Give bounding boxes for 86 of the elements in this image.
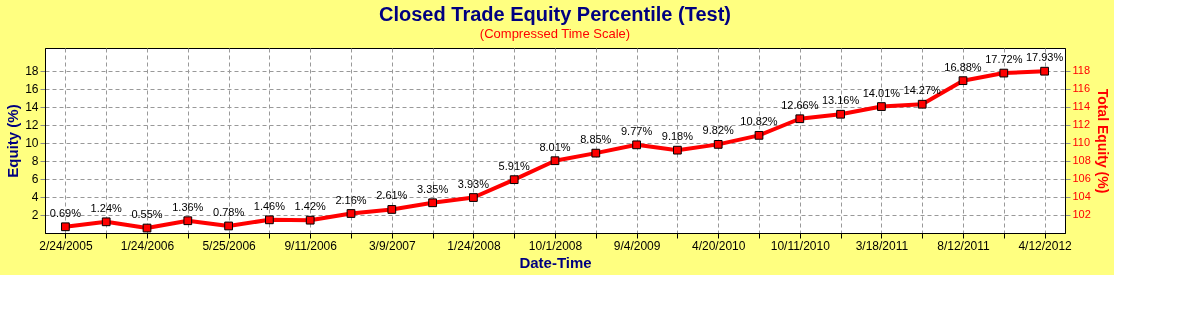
text: 1.36% [172, 200, 204, 213]
x-tick-label: 1/24/2006 [120, 238, 175, 253]
text: 17.72% [985, 53, 1023, 66]
text: 14.27% [903, 84, 941, 97]
point [877, 102, 886, 111]
point [428, 198, 437, 208]
text: 1.24% [90, 201, 122, 214]
x-tick-label: 4/20/2010 [692, 238, 746, 253]
text: 9.18% [661, 130, 693, 143]
text: 9.82% [702, 124, 734, 137]
text: 9.77% [621, 124, 653, 137]
x-tick-label: 5/25/2006 [202, 238, 257, 253]
chart-title: Closed Trade Equity Percentile (Test) [379, 3, 731, 26]
y2-tick-label: 118 [1072, 64, 1091, 77]
y2-axis-title: Total Equity (%) [1094, 88, 1111, 194]
x-tick-label: 1/24/2008 [447, 238, 501, 253]
text: 0.69% [49, 206, 81, 219]
y2-tick-label: 114 [1072, 100, 1091, 113]
point [958, 76, 968, 86]
y-tick-label: 18 [25, 64, 39, 79]
text: 12.66% [781, 98, 819, 111]
text: 14.01% [862, 86, 901, 99]
y2-tick-label: 116 [1072, 82, 1091, 95]
point [591, 148, 601, 158]
point [346, 209, 356, 218]
point [61, 222, 70, 232]
y-tick-label: 8 [31, 154, 39, 169]
y2-tick-label: 108 [1072, 154, 1091, 167]
y-tick-label: 2 [31, 208, 39, 223]
text: 1.42% [294, 200, 326, 213]
x-axis-title: Date-Time [519, 253, 592, 271]
y2-tick-label: 102 [1072, 208, 1091, 221]
y-tick-label: 4 [31, 190, 39, 205]
point [713, 140, 723, 149]
x-tick-label: 9/4/2009 [613, 238, 661, 253]
point [469, 193, 478, 202]
point [632, 140, 641, 150]
point [999, 68, 1009, 78]
text: 17.93% [1025, 51, 1064, 64]
point [305, 215, 315, 225]
x-tick-label: 3/9/2007 [368, 238, 416, 253]
y-tick-label: 6 [31, 172, 39, 187]
text: 0.78% [213, 205, 245, 218]
y2-tick-label: 112 [1072, 118, 1091, 131]
text: 0.55% [131, 208, 163, 221]
text: 2.61% [376, 189, 408, 202]
y-tick-label: 14 [25, 100, 39, 115]
x-tick-label: 10/1/2008 [528, 238, 583, 253]
text: 13.16% [821, 94, 860, 107]
y-tick-label: 10 [25, 136, 39, 151]
x-tick-label: 4/12/2012 [1018, 238, 1073, 253]
text: 2.16% [335, 193, 367, 206]
point [795, 114, 805, 124]
y-axis-title: Equity (%) [4, 104, 22, 178]
text: 10.82% [740, 115, 778, 128]
y2-tick-label: 106 [1072, 172, 1091, 185]
x-tick-label: 10/11/2010 [770, 238, 831, 253]
text: 3.35% [417, 182, 449, 195]
point [1040, 66, 1049, 76]
text: 16.88% [944, 60, 982, 73]
y-tick-label: 16 [25, 82, 39, 97]
point [917, 99, 927, 109]
x-tick-label: 8/12/2011 [937, 238, 991, 253]
point [550, 156, 560, 166]
y-tick-label: 12 [25, 118, 39, 133]
text: 8.01% [539, 140, 571, 153]
text: 1.46% [253, 199, 285, 212]
point [754, 130, 764, 140]
point [836, 109, 845, 119]
point [387, 205, 397, 214]
y2-tick-label: 104 [1072, 190, 1091, 203]
point [101, 217, 111, 227]
point [265, 215, 274, 225]
text: 8.85% [580, 133, 612, 146]
point [224, 221, 233, 231]
x-tick-label: 9/11/2006 [284, 238, 338, 253]
x-tick-label: 2/24/2005 [39, 238, 93, 253]
point [509, 175, 519, 185]
point [673, 145, 682, 155]
text: 5.91% [498, 159, 530, 172]
point [183, 216, 193, 226]
point [142, 223, 152, 233]
text: 3.93% [457, 177, 489, 190]
x-tick-label: 3/18/2011 [855, 238, 909, 253]
text: (Compressed Time Scale) [479, 26, 631, 42]
y2-tick-label: 110 [1072, 136, 1091, 149]
